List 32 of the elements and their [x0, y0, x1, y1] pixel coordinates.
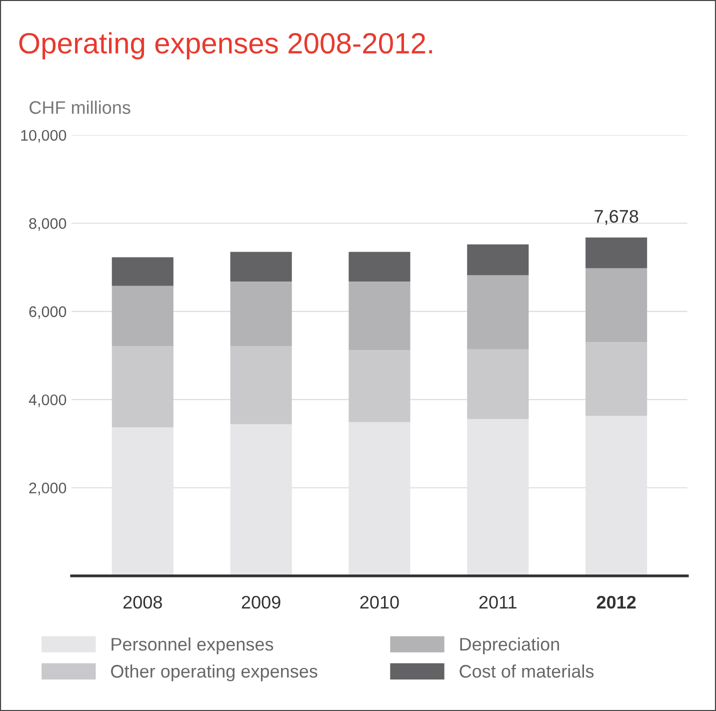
- y-tick-label: 4,000: [28, 394, 66, 408]
- bar: [230, 346, 292, 424]
- bar: [586, 342, 648, 416]
- x-tick-label: 2008: [123, 596, 162, 609]
- x-tick-label: 2012: [596, 596, 636, 609]
- bar: [467, 349, 529, 419]
- y-tick-label: 2,000: [29, 482, 66, 496]
- bar: [348, 281, 410, 350]
- bar: [586, 268, 648, 342]
- x-tick-label: 2010: [360, 596, 399, 609]
- bar: [230, 252, 292, 282]
- y-tick-label: 10,000: [21, 130, 66, 143]
- y-tick-label: 8,000: [29, 218, 66, 231]
- y-axis-title: CHF millions: [30, 100, 130, 114]
- x-tick-label: 2011: [479, 596, 516, 609]
- bar: [230, 281, 292, 346]
- legend-label: Other operating expenses: [111, 664, 318, 682]
- bar: [348, 252, 410, 282]
- legend-label: Depreciation: [460, 637, 559, 654]
- bar: [112, 346, 174, 428]
- legend-label: Personnel expenses: [112, 637, 274, 654]
- bar: [112, 286, 174, 346]
- bar: [586, 237, 648, 268]
- bar: [112, 257, 174, 286]
- bar: [467, 275, 529, 350]
- chart-title: Operating expenses 2008-2012.: [19, 32, 432, 60]
- legend-label: Cost of materials: [460, 664, 594, 678]
- bar: [467, 244, 529, 276]
- bar: [348, 350, 410, 422]
- y-tick-label: 6,000: [29, 306, 66, 319]
- annotation: 7,678: [594, 210, 638, 225]
- x-tick-label: 2009: [242, 596, 280, 609]
